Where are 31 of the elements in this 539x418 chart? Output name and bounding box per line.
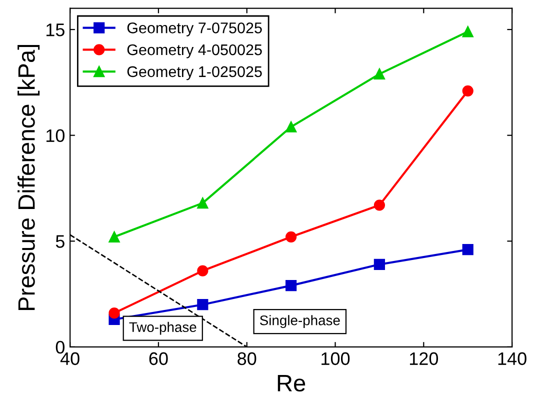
point [462, 85, 474, 96]
y-tick-label: 15 [46, 24, 64, 36]
point [286, 280, 297, 292]
point [286, 231, 297, 242]
y-tick-label: 10 [46, 129, 65, 142]
point [197, 265, 208, 276]
x-tick-label: 80 [238, 352, 256, 366]
legend-label: Geometry 7-075025 [127, 22, 262, 36]
x-tick-label: 100 [322, 352, 350, 366]
x-tick-label: 60 [149, 352, 168, 366]
legend-label: Geometry 1-025025 [127, 66, 262, 80]
point [462, 244, 474, 256]
point [197, 299, 208, 310]
legend-label: Geometry 4-050025 [127, 44, 262, 58]
point [374, 200, 386, 211]
annotation: Two-phase [129, 322, 196, 335]
point [108, 231, 120, 242]
point [462, 26, 474, 38]
x-axis-title: Re [278, 375, 306, 392]
x-tick-label: 120 [410, 352, 438, 366]
annotation: Single-phase [260, 315, 340, 328]
y-tick-label: 0 [56, 340, 65, 354]
point [374, 258, 386, 270]
y-axis-title: Pressure Difference [kPa] [18, 45, 40, 310]
point [197, 197, 208, 209]
point [108, 308, 120, 319]
x-tick-label: 40 [60, 352, 80, 366]
point [374, 68, 386, 80]
y-tick-label: 5 [56, 235, 64, 248]
x-tick-label: 140 [498, 352, 526, 366]
point [286, 121, 297, 132]
